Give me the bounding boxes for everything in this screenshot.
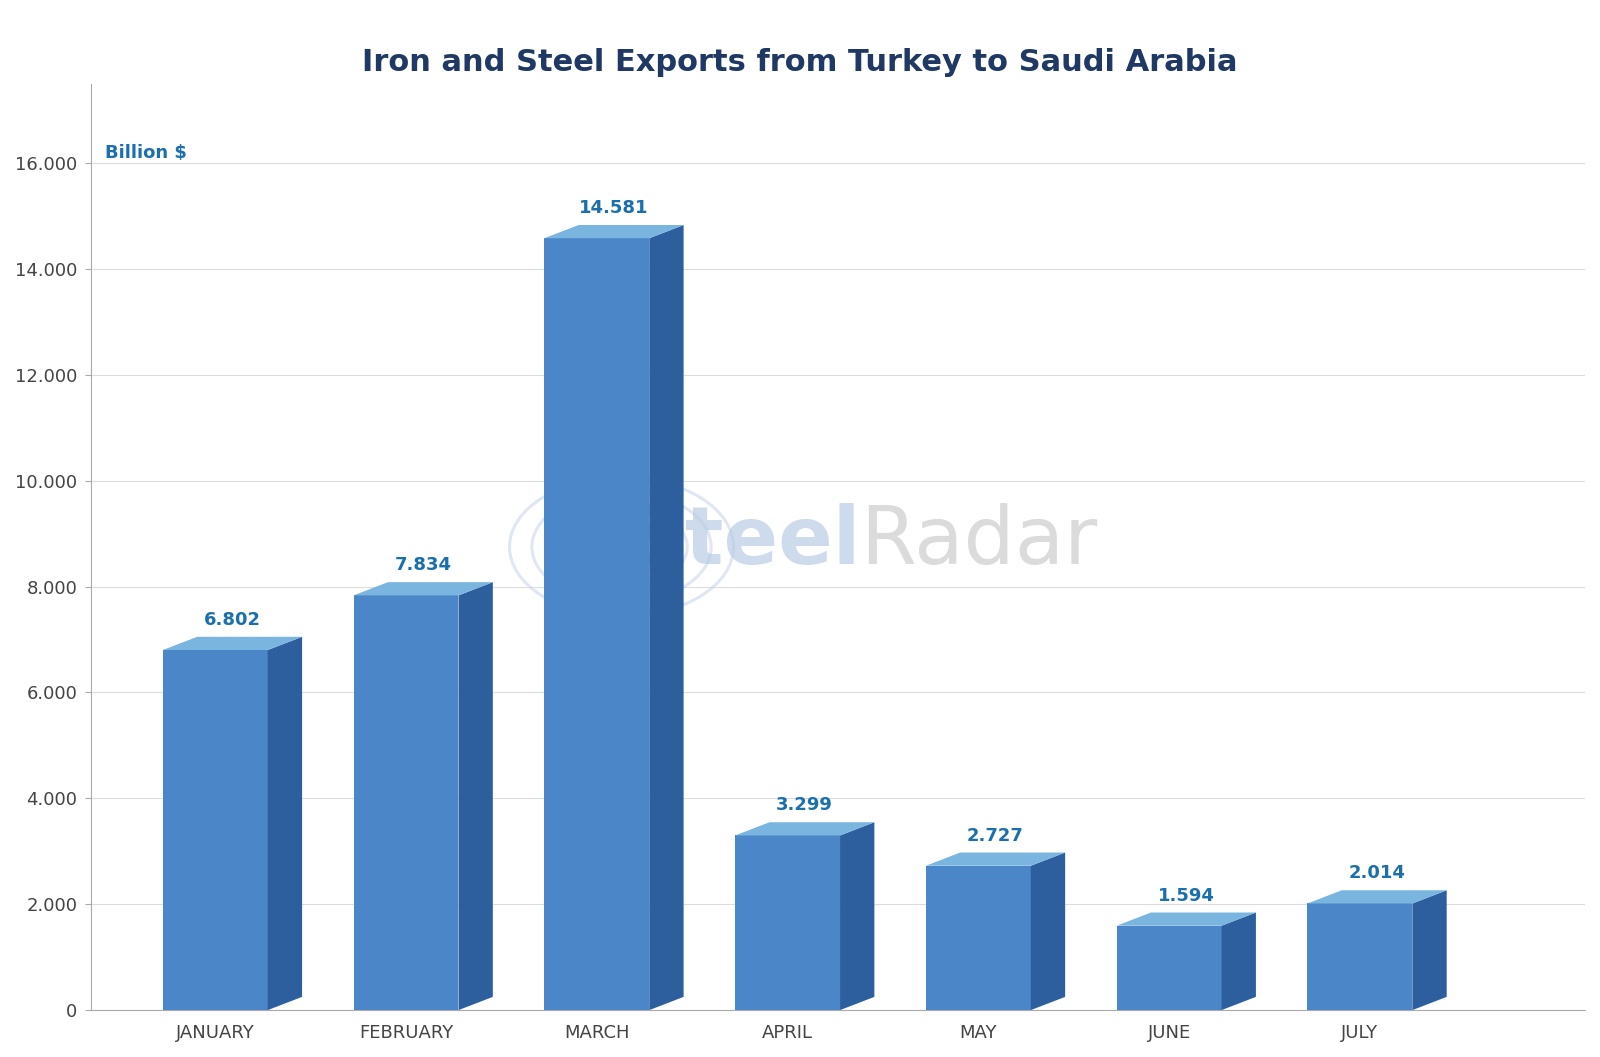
Text: 2.014: 2.014	[1349, 865, 1405, 883]
Polygon shape	[1307, 904, 1413, 1010]
Polygon shape	[267, 636, 302, 1010]
Text: 6.802: 6.802	[203, 611, 261, 629]
Polygon shape	[926, 866, 1030, 1010]
Polygon shape	[354, 582, 493, 595]
Polygon shape	[163, 650, 267, 1010]
Text: Iron and Steel Exports from Turkey to Saudi Arabia: Iron and Steel Exports from Turkey to Sa…	[362, 48, 1238, 76]
Text: Billion $: Billion $	[104, 144, 187, 162]
Polygon shape	[734, 822, 874, 835]
Polygon shape	[354, 595, 459, 1010]
Text: 2.727: 2.727	[966, 827, 1024, 845]
Polygon shape	[544, 225, 683, 238]
Polygon shape	[650, 225, 683, 1010]
Text: Radar: Radar	[861, 503, 1098, 581]
Polygon shape	[1413, 890, 1446, 1010]
Text: 1.594: 1.594	[1158, 887, 1214, 905]
Polygon shape	[1307, 890, 1446, 904]
Polygon shape	[459, 582, 493, 1010]
Polygon shape	[1221, 912, 1256, 1010]
Polygon shape	[734, 835, 840, 1010]
Polygon shape	[1030, 853, 1066, 1010]
Polygon shape	[840, 822, 874, 1010]
Polygon shape	[1117, 926, 1221, 1010]
Text: Steel: Steel	[627, 503, 861, 581]
Polygon shape	[926, 853, 1066, 866]
Text: 14.581: 14.581	[579, 199, 648, 217]
Text: 3.299: 3.299	[776, 796, 834, 814]
Polygon shape	[544, 238, 650, 1010]
Polygon shape	[163, 636, 302, 650]
Polygon shape	[1117, 912, 1256, 926]
Text: 7.834: 7.834	[395, 556, 451, 574]
